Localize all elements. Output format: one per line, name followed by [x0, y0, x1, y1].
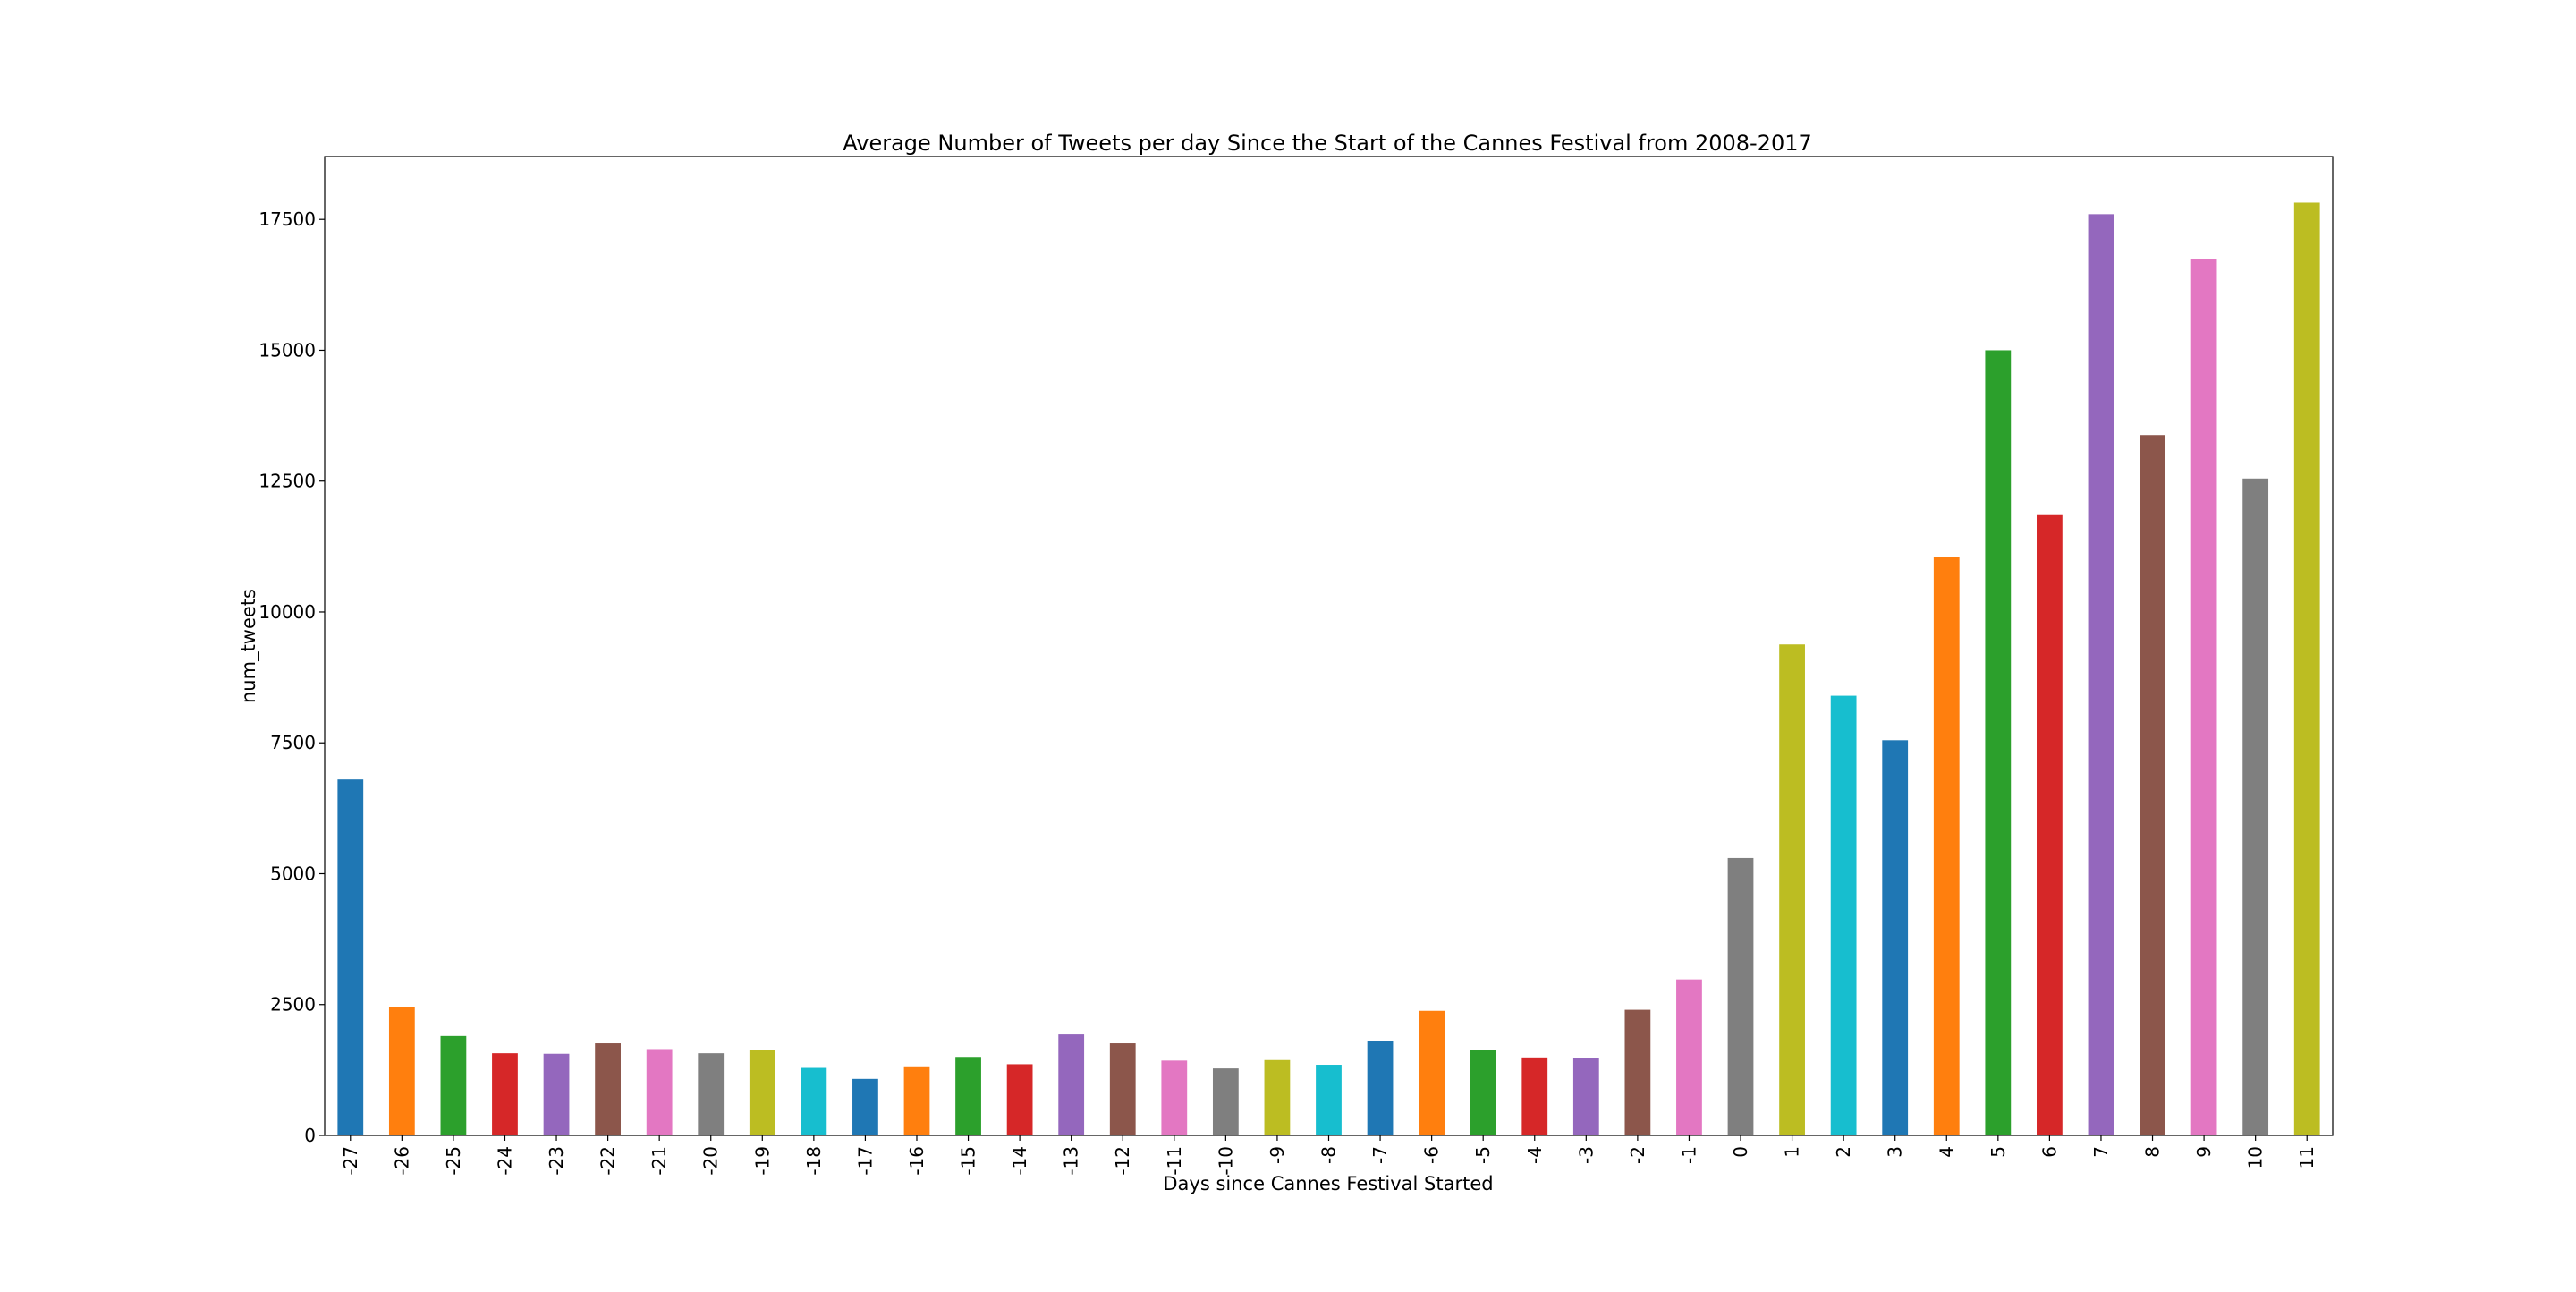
- bar-4: [1933, 557, 1960, 1135]
- y-tick-label: 17500: [258, 208, 316, 230]
- x-tick-label: -2: [1627, 1146, 1648, 1164]
- x-tick-label: 10: [2245, 1146, 2267, 1169]
- bar--17: [852, 1078, 878, 1135]
- bar-8: [2140, 435, 2165, 1136]
- chart-title: Average Number of Tweets per day Since t…: [843, 131, 1812, 156]
- x-tick-label: -3: [1575, 1146, 1597, 1164]
- x-axis-ticks: -27 -26 -25 -24 -23 -22 -21 -20 -19 -18 -17 -16 -15-…: [340, 1135, 2318, 1176]
- x-tick-label: -24: [494, 1146, 515, 1176]
- x-tick-label: 7: [2090, 1146, 2112, 1158]
- bar--14: [1006, 1064, 1033, 1135]
- x-tick-label: -9: [1267, 1146, 1288, 1164]
- bar--23: [543, 1053, 570, 1135]
- x-tick-label: -15: [958, 1146, 979, 1176]
- bar--10: [1212, 1068, 1239, 1135]
- bar--15: [955, 1057, 981, 1135]
- bar-10: [2242, 478, 2269, 1135]
- bar-5: [1985, 350, 2012, 1136]
- x-tick-label: -18: [803, 1146, 825, 1176]
- bar--2: [1624, 1009, 1651, 1135]
- bar--9: [1264, 1059, 1291, 1135]
- bar--3: [1572, 1058, 1599, 1135]
- y-tick-label: 0: [304, 1125, 316, 1146]
- x-tick-label: -8: [1318, 1146, 1340, 1164]
- x-tick-label: -23: [546, 1146, 567, 1176]
- y-tick-label: 10000: [258, 601, 316, 623]
- plot-frame: [324, 156, 2334, 1136]
- x-tick-label: -13: [1061, 1146, 1082, 1176]
- bar-6: [2037, 514, 2063, 1135]
- x-tick-label: 2: [1833, 1146, 1854, 1158]
- x-axis-label: Days since Cannes Festival Started: [1163, 1173, 1493, 1194]
- y-tick-label: 7500: [270, 732, 316, 753]
- x-tick-label: 11: [2296, 1146, 2318, 1169]
- x-tick-label: -26: [391, 1146, 412, 1176]
- x-tick-label: 6: [2038, 1146, 2060, 1158]
- x-tick-label: -6: [1421, 1146, 1443, 1164]
- bar--26: [388, 1007, 415, 1135]
- bar--22: [595, 1043, 621, 1135]
- bar--8: [1316, 1065, 1342, 1135]
- bar-1: [1779, 644, 1805, 1135]
- bar--7: [1367, 1041, 1394, 1135]
- x-tick-label: -20: [700, 1146, 722, 1176]
- x-tick-label: 3: [1885, 1146, 1906, 1158]
- x-tick-label: -7: [1369, 1146, 1391, 1164]
- bar--19: [749, 1050, 775, 1135]
- bar-3: [1882, 740, 1909, 1135]
- bar--16: [903, 1066, 930, 1135]
- bar--13: [1058, 1034, 1085, 1135]
- y-axis-ticks: 0 2500 5000 7500 10000 12500 15000 17500: [258, 208, 325, 1146]
- bars-group: [337, 202, 2320, 1136]
- x-tick-label: 4: [1936, 1146, 1957, 1158]
- x-tick-label: -11: [1164, 1146, 1185, 1176]
- bar--11: [1161, 1060, 1188, 1135]
- bar-9: [2190, 259, 2217, 1136]
- x-tick-label: -14: [1009, 1146, 1030, 1176]
- x-tick-label: -12: [1112, 1146, 1133, 1176]
- x-tick-label: -27: [340, 1146, 361, 1176]
- y-tick-label: 2500: [270, 994, 316, 1016]
- x-tick-label: -25: [443, 1146, 464, 1176]
- x-tick-label: -4: [1524, 1146, 1546, 1164]
- y-tick-label: 5000: [270, 863, 316, 884]
- bar--24: [492, 1053, 518, 1135]
- y-tick-label: 12500: [258, 471, 316, 492]
- x-tick-label: 1: [1782, 1146, 1803, 1158]
- x-tick-label: -16: [906, 1146, 928, 1176]
- bar--25: [440, 1035, 467, 1135]
- x-tick-label: 8: [2142, 1146, 2164, 1158]
- bar-2: [1830, 695, 1857, 1135]
- bar-7: [2088, 214, 2114, 1136]
- bar--27: [337, 779, 364, 1135]
- x-tick-label: -10: [1215, 1146, 1236, 1176]
- x-tick-label: 0: [1730, 1146, 1751, 1158]
- x-tick-label: -22: [597, 1146, 619, 1176]
- bar--4: [1521, 1057, 1548, 1135]
- x-tick-label: 9: [2193, 1146, 2215, 1158]
- bar--1: [1676, 979, 1702, 1135]
- x-tick-label: -19: [751, 1146, 773, 1176]
- bar--21: [646, 1049, 673, 1135]
- bar-0: [1727, 857, 1754, 1135]
- y-axis-label: num_tweets: [238, 589, 260, 703]
- bar-11: [2293, 202, 2320, 1136]
- x-tick-label: -17: [854, 1146, 876, 1176]
- x-tick-label: -21: [648, 1146, 670, 1176]
- bar--12: [1109, 1043, 1136, 1135]
- bar--20: [698, 1053, 724, 1135]
- bar--18: [801, 1067, 827, 1135]
- bar--5: [1470, 1050, 1496, 1135]
- bar--6: [1419, 1010, 1445, 1135]
- x-tick-label: -1: [1678, 1146, 1699, 1164]
- x-tick-label: -5: [1472, 1146, 1494, 1164]
- y-tick-label: 15000: [258, 339, 316, 361]
- x-tick-label: 5: [1987, 1146, 2009, 1158]
